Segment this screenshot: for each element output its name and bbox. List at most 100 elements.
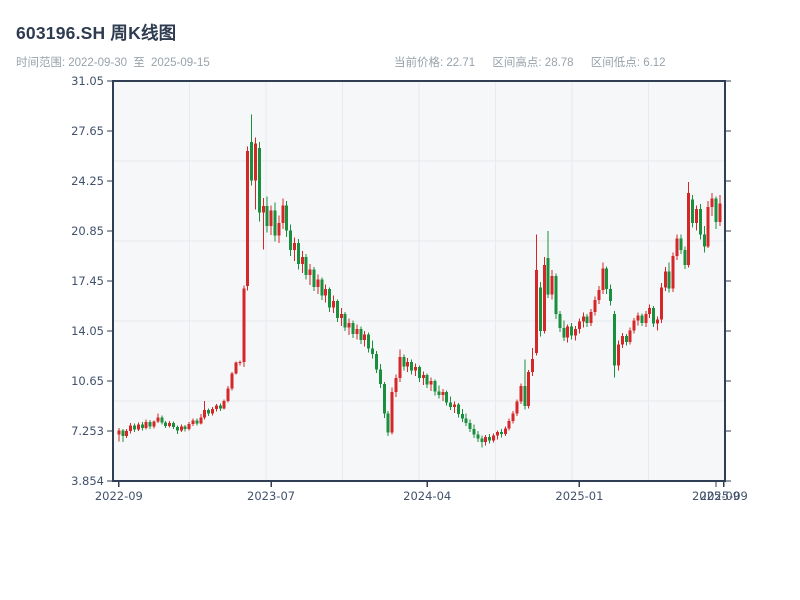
y-tick-label: 31.05	[71, 74, 104, 88]
candle-up	[168, 421, 172, 428]
range-low-value: 6.12	[643, 57, 666, 69]
candle-up	[390, 387, 394, 435]
candle-up	[179, 424, 183, 433]
candle-down	[371, 340, 375, 359]
candle-down	[624, 333, 628, 346]
time-range-label: 时间范围:	[16, 57, 66, 69]
y-tick-label: 20.85	[71, 224, 104, 238]
candle-down	[320, 277, 324, 301]
time-range: 时间范围: 2022-09-30 至 2025-09-15	[16, 54, 213, 70]
candle-up	[199, 413, 203, 425]
candle-up	[281, 198, 285, 229]
candle-up	[531, 347, 535, 377]
candle-up	[718, 194, 722, 227]
candle-up	[253, 137, 257, 210]
y-tick-label: 17.45	[71, 274, 104, 288]
x-tick-label: 2022-09	[95, 489, 143, 503]
y-tick-label: 3.854	[71, 474, 104, 488]
candle-down	[386, 411, 390, 437]
candle-down	[570, 322, 574, 340]
range-high-value: 28.78	[544, 57, 574, 69]
range-low-label: 区间低点:	[590, 57, 640, 69]
candle-up	[152, 420, 156, 429]
candle-down	[667, 262, 671, 293]
candle-down	[374, 350, 378, 374]
candle-up	[222, 399, 226, 410]
range-high-label: 区间高点:	[492, 57, 542, 69]
candle-up	[574, 325, 578, 341]
candle-up	[347, 318, 351, 336]
candle-down	[343, 311, 347, 332]
candle-up	[398, 349, 402, 382]
candle-down	[312, 267, 316, 291]
candle-up	[616, 340, 620, 371]
candle-down	[640, 313, 644, 327]
candle-down	[359, 326, 363, 344]
x-tick-label: 2025-01	[555, 489, 603, 503]
candle-up	[655, 316, 659, 331]
candle-up	[406, 358, 410, 372]
candle-up	[644, 311, 648, 328]
candle-down	[652, 306, 656, 328]
candle-up	[429, 377, 433, 391]
candle-up	[292, 237, 296, 262]
candle-up	[129, 422, 133, 434]
candle-up	[453, 401, 457, 413]
candle-down	[691, 194, 695, 228]
candle-up	[581, 312, 585, 328]
candle-up	[659, 283, 663, 324]
candle-up	[156, 413, 160, 423]
candle-down	[714, 196, 718, 230]
candle-down	[304, 253, 308, 280]
candle-down	[183, 425, 187, 432]
candle-up	[671, 252, 675, 292]
candle-up	[636, 312, 640, 326]
x-axis-labels: 2022-09 2023-07 2024-04 2025-01 2025-092025-…	[95, 489, 748, 503]
candle-up	[663, 267, 667, 291]
range-low: 区间低点: 6.12	[591, 57, 666, 69]
price-stats: 当前价格: 22.71 区间高点: 28.78 区间低点: 6.12	[394, 54, 680, 70]
candle-up	[242, 285, 246, 368]
x-tick-label: 2023-07	[247, 489, 295, 503]
candle-down	[164, 420, 168, 429]
candle-up	[234, 361, 238, 375]
candle-down	[613, 311, 617, 378]
candle-down	[265, 196, 269, 233]
y-tick-label: 27.65	[71, 124, 104, 138]
candle-up	[534, 234, 538, 356]
candle-down	[562, 320, 566, 341]
y-tick-label: 7.253	[71, 424, 104, 438]
candle-up	[589, 308, 593, 327]
x-tick-label: 2025-09	[700, 489, 748, 503]
candle-up	[136, 422, 140, 432]
candle-down	[410, 359, 414, 375]
candle-down	[605, 266, 609, 294]
time-range-end: 2025-09-15	[150, 57, 210, 69]
candle-up	[484, 435, 488, 446]
candle-down	[171, 421, 175, 430]
candle-up	[515, 399, 519, 416]
candle-down	[433, 379, 437, 396]
candle-down	[464, 413, 468, 427]
x-tick-label: 2024-04	[403, 489, 451, 503]
candle-down	[480, 435, 484, 448]
candle-down	[285, 200, 289, 237]
axis-ticks	[107, 80, 731, 487]
candle-down	[609, 284, 613, 306]
current-price: 当前价格: 22.71	[394, 57, 475, 69]
candle-down	[250, 114, 254, 186]
candle-up	[316, 274, 320, 294]
candle-down	[468, 419, 472, 433]
candle-up	[527, 370, 531, 409]
candle-down	[207, 408, 211, 416]
candle-down	[148, 420, 152, 429]
candle-down	[121, 428, 125, 443]
candle-up	[355, 324, 359, 340]
gridlines	[113, 81, 725, 481]
candle-up	[125, 429, 129, 438]
candle-down	[378, 364, 382, 388]
candle-down	[449, 396, 453, 411]
candle-down	[698, 203, 702, 240]
candle-up	[339, 308, 343, 326]
